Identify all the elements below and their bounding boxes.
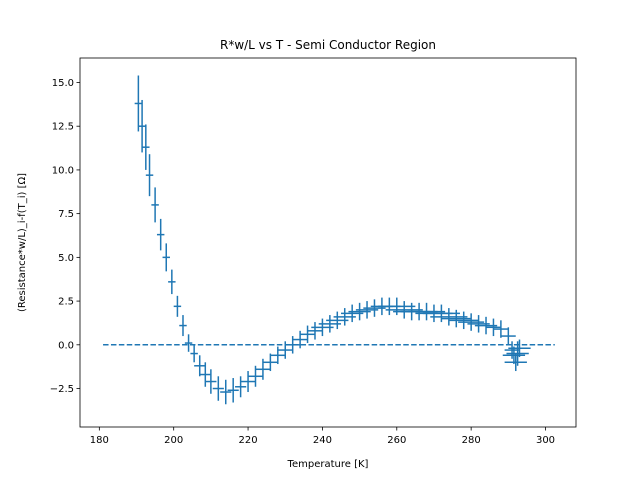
data-point (486, 318, 501, 337)
x-tick-label: 180 (90, 435, 109, 446)
data-point (407, 302, 446, 321)
data-point (162, 243, 170, 272)
data-point (307, 322, 323, 340)
data-point (262, 353, 278, 372)
x-tick-label: 300 (536, 435, 555, 446)
data-point (300, 325, 315, 344)
data-point (212, 376, 224, 401)
data-point (194, 355, 206, 377)
data-point (179, 315, 187, 337)
data-point (504, 353, 527, 372)
data-point (506, 341, 529, 366)
plot-frame (79, 57, 577, 428)
data-point (502, 346, 526, 365)
data-point (493, 320, 509, 338)
plot-background (80, 58, 576, 427)
data-point (430, 308, 468, 326)
y-tick-label: −2.5 (50, 384, 74, 395)
y-tick-label: 15.0 (52, 78, 74, 89)
x-axis-title: Temperature [K] (287, 459, 369, 470)
data-point (500, 327, 516, 345)
data-point (508, 339, 531, 358)
data-point (168, 269, 176, 295)
data-point (205, 369, 217, 394)
data-point (441, 309, 472, 328)
x-tick-label: 280 (462, 435, 481, 446)
x-tick-label: 200 (164, 435, 183, 446)
data-point (458, 313, 485, 331)
data-point (173, 295, 182, 317)
x-tick-label: 260 (387, 435, 406, 446)
x-axis: 180 200 220 240 260 280 300 (90, 427, 555, 446)
y-tick-label: 2.5 (58, 297, 74, 308)
data-point (227, 378, 239, 403)
y-tick-label: 0.0 (58, 340, 74, 351)
y-tick-label: 7.5 (58, 209, 74, 220)
data-point (220, 379, 232, 405)
data-point (134, 75, 143, 132)
data-point (448, 311, 479, 330)
y-tick-label: 5.0 (58, 253, 74, 264)
y-axis: −2.5 0.0 2.5 5.0 7.5 10.0 12.5 15.0 (50, 78, 80, 395)
data-point (142, 124, 150, 170)
chart-title: R*w/L vs T - Semi Conductor Region (220, 38, 436, 52)
data-point (190, 344, 198, 363)
y-tick-label: 12.5 (52, 122, 74, 133)
y-axis-title: (Resistance*w/L)_i-f(T_i) [Ω] (17, 173, 28, 312)
y-tick-label: 10.0 (52, 165, 74, 176)
data-point (240, 371, 256, 393)
data-point (156, 218, 165, 251)
series-layer (103, 75, 555, 405)
data-point (199, 362, 211, 387)
x-tick-label: 220 (239, 435, 258, 446)
data-point (385, 301, 423, 319)
data-point (235, 376, 247, 398)
data-point (184, 334, 193, 352)
plot-area (79, 57, 577, 428)
x-tick-label: 240 (313, 435, 332, 446)
data-point (145, 154, 154, 197)
data-point (151, 187, 159, 223)
data-point (138, 99, 146, 153)
